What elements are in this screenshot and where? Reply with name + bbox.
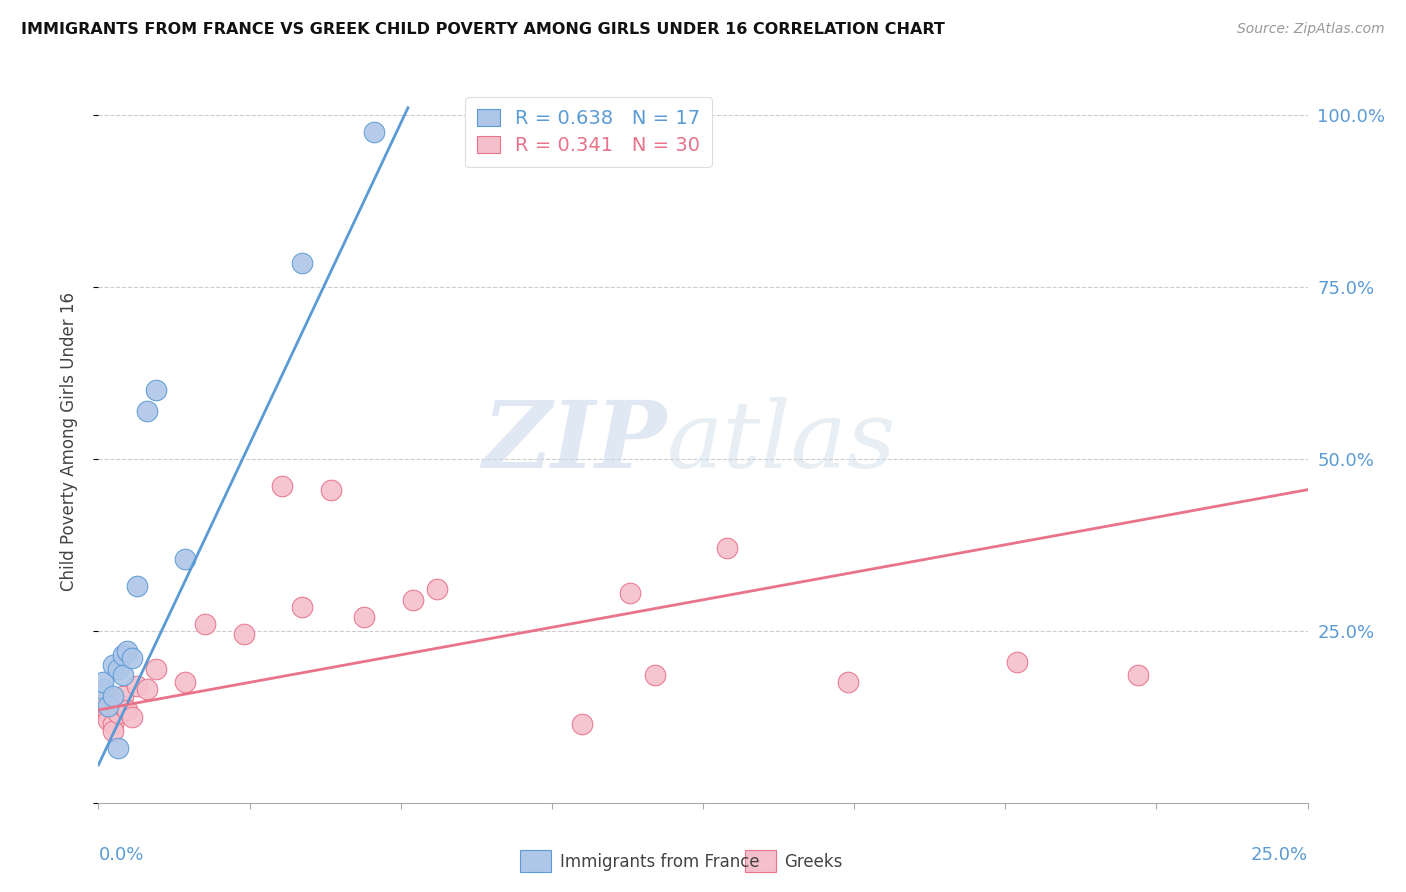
Point: [121, 651, 143, 665]
Point: [97, 706, 120, 721]
Point: [121, 710, 143, 724]
Legend: R = 0.638   N = 17, R = 0.341   N = 30: R = 0.638 N = 17, R = 0.341 N = 30: [465, 97, 713, 167]
Point: [91, 675, 114, 690]
Text: Source: ZipAtlas.com: Source: ZipAtlas.com: [1237, 22, 1385, 37]
Point: [363, 125, 385, 139]
Point: [1128, 668, 1150, 682]
Point: [107, 706, 129, 721]
Point: [127, 579, 149, 593]
Point: [174, 675, 197, 690]
Point: [117, 644, 139, 658]
Point: [271, 479, 294, 493]
Point: [716, 541, 738, 556]
Text: Immigrants from France: Immigrants from France: [560, 853, 759, 871]
Point: [145, 662, 167, 676]
Point: [290, 599, 312, 614]
Point: [290, 255, 312, 269]
Point: [619, 586, 641, 600]
Point: [101, 716, 124, 731]
Bar: [745, 850, 776, 872]
Point: [644, 668, 666, 682]
Point: [91, 696, 114, 710]
Point: [111, 648, 134, 662]
Point: [1007, 655, 1029, 669]
Point: [319, 483, 342, 497]
Point: [107, 740, 129, 755]
Point: [135, 403, 157, 417]
Point: [426, 582, 449, 597]
Point: [101, 723, 124, 738]
Point: [837, 675, 859, 690]
Point: [111, 689, 134, 703]
Text: 25.0%: 25.0%: [1250, 847, 1308, 864]
Y-axis label: Child Poverty Among Girls Under 16: Child Poverty Among Girls Under 16: [59, 292, 77, 591]
Text: Greeks: Greeks: [785, 853, 844, 871]
Point: [91, 703, 114, 717]
Point: [145, 383, 167, 397]
Point: [402, 592, 425, 607]
Point: [117, 703, 139, 717]
Point: [107, 662, 129, 676]
Point: [194, 616, 217, 631]
Point: [174, 551, 197, 566]
Text: atlas: atlas: [666, 397, 896, 486]
Point: [111, 668, 134, 682]
Text: 0.0%: 0.0%: [98, 847, 143, 864]
Point: [97, 699, 120, 714]
Point: [353, 610, 375, 624]
Point: [91, 682, 114, 697]
Point: [135, 682, 157, 697]
Point: [101, 658, 124, 673]
Point: [232, 627, 254, 641]
Point: [101, 689, 124, 703]
Point: [111, 699, 134, 714]
Point: [97, 713, 120, 727]
Text: ZIP: ZIP: [482, 397, 666, 486]
Point: [127, 679, 149, 693]
Bar: [520, 850, 551, 872]
Text: IMMIGRANTS FROM FRANCE VS GREEK CHILD POVERTY AMONG GIRLS UNDER 16 CORRELATION C: IMMIGRANTS FROM FRANCE VS GREEK CHILD PO…: [21, 22, 945, 37]
Point: [571, 716, 593, 731]
